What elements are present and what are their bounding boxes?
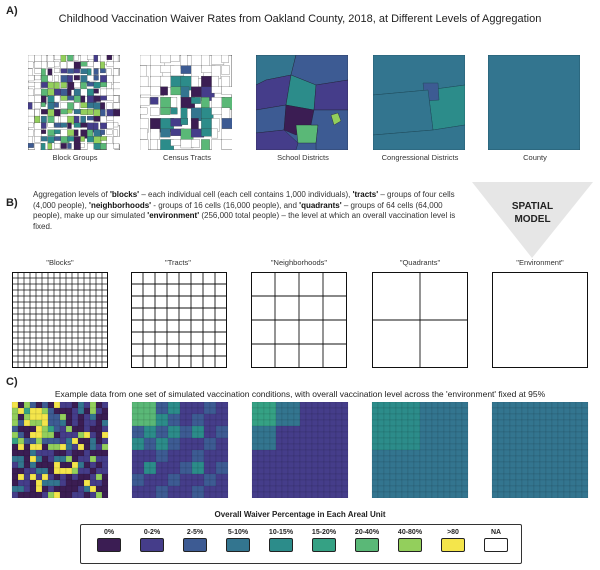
legend-item-label: 40-80%	[397, 529, 423, 536]
heatmap-environment	[491, 402, 589, 498]
panel-label-b: B)	[6, 197, 18, 209]
legend-swatch	[441, 538, 465, 552]
legend-item: 20-40%	[347, 529, 387, 552]
spatial-model-label-line-2: MODEL	[514, 214, 551, 225]
legend-item-label: 20-40%	[354, 529, 380, 536]
legend-item: 40-80%	[390, 529, 430, 552]
legend-item: 5-10%	[218, 529, 258, 552]
legend-item: NA	[476, 529, 516, 552]
legend-title: Overall Waiver Percentage in Each Areal …	[214, 510, 386, 519]
desc-text-2: – each individual cell (each cell contai…	[139, 190, 353, 199]
legend: 0% 0-2% 2-5% 5-10% 10-15% 15-20% 20-40% 40-80% >…	[80, 524, 522, 564]
legend-item-label: 2-5%	[186, 529, 204, 536]
grid-label-environment: "Environment"	[516, 258, 564, 267]
heatmap-neighborhoods	[251, 402, 349, 498]
desc-text-5: – groups of 64 cells (64,000 people), ma…	[33, 200, 443, 221]
grid-tracts	[131, 272, 227, 368]
heatmap-quadrants	[371, 402, 469, 498]
map-label-census-tracts: Census Tracts	[163, 153, 211, 162]
panel-label-a: A)	[6, 5, 18, 17]
grid-label-quadrants: "Quadrants"	[399, 258, 441, 267]
desc-term-neighborhoods: 'neighborhoods'	[89, 200, 152, 210]
panel-label-c: C)	[6, 376, 18, 388]
legend-swatch	[97, 538, 121, 552]
panel-c-title: Example data from one set of simulated v…	[54, 389, 546, 399]
spatial-model-label: SPATIAL MODEL	[470, 200, 595, 226]
spatial-model-label-line-1: SPATIAL	[511, 201, 554, 212]
legend-swatch	[312, 538, 336, 552]
legend-swatch	[183, 538, 207, 552]
grid-neighborhoods	[251, 272, 347, 368]
desc-text-6: (256,000 total people) – the level at wh…	[33, 211, 456, 231]
legend-swatch	[355, 538, 379, 552]
legend-item: 10-15%	[261, 529, 301, 552]
congressional-districts-map	[373, 55, 465, 150]
legend-swatch	[269, 538, 293, 552]
legend-item-label: 15-20%	[311, 529, 337, 536]
legend-item-label: 0-2%	[143, 529, 161, 536]
grid-quadrants	[372, 272, 468, 368]
map-label-congressional-districts: Congressional Districts	[381, 153, 459, 162]
map-label-county: County	[523, 153, 547, 162]
legend-item-label: NA	[490, 529, 502, 536]
school-districts-map	[256, 55, 348, 150]
desc-term-tracts: 'tracts'	[352, 190, 379, 199]
legend-item-label: 0%	[103, 529, 115, 536]
legend-item: 15-20%	[304, 529, 344, 552]
desc-text-4: - groups of 16 cells (16,000 people), an…	[151, 200, 300, 210]
legend-swatch	[140, 538, 164, 552]
census-tracts-map	[140, 55, 232, 150]
legend-item: 2-5%	[175, 529, 215, 552]
heatmap-tracts	[131, 402, 229, 498]
grid-environment	[492, 272, 588, 368]
grid-label-tracts: "Tracts"	[165, 258, 191, 267]
desc-term-quadrants: 'quadrants'	[299, 200, 342, 210]
legend-swatch	[226, 538, 250, 552]
desc-term-environment: 'environment'	[147, 211, 200, 220]
grid-label-neighborhoods: "Neighborhoods"	[270, 258, 328, 267]
desc-text-1: Aggregation levels of	[33, 190, 110, 199]
aggregation-description: Aggregation levels of 'blocks' – each in…	[33, 190, 473, 232]
county-map	[488, 55, 580, 150]
map-label-school-districts: School Districts	[277, 153, 329, 162]
grid-blocks	[12, 272, 108, 368]
legend-swatch	[484, 538, 508, 552]
desc-term-blocks: 'blocks'	[109, 190, 140, 199]
legend-item-label: 10-15%	[268, 529, 294, 536]
panel-a-maps	[28, 55, 580, 155]
legend-item: 0%	[89, 529, 129, 552]
desc-text-3: – groups of four cells (4,000 people),	[33, 190, 455, 210]
legend-swatch	[398, 538, 422, 552]
legend-item-label: >80	[447, 529, 459, 536]
grid-label-blocks: "Blocks"	[46, 258, 74, 267]
panel-a-title: Childhood Vaccination Waiver Rates from …	[58, 13, 542, 25]
map-label-block-groups: Block Groups	[52, 153, 98, 162]
legend-item-label: 5-10%	[227, 529, 249, 536]
heatmap-blocks	[11, 402, 109, 498]
block-groups-map	[28, 55, 120, 150]
legend-item: 0-2%	[132, 529, 172, 552]
legend-item: >80	[433, 529, 473, 552]
spatial-model-arrow	[472, 182, 593, 258]
